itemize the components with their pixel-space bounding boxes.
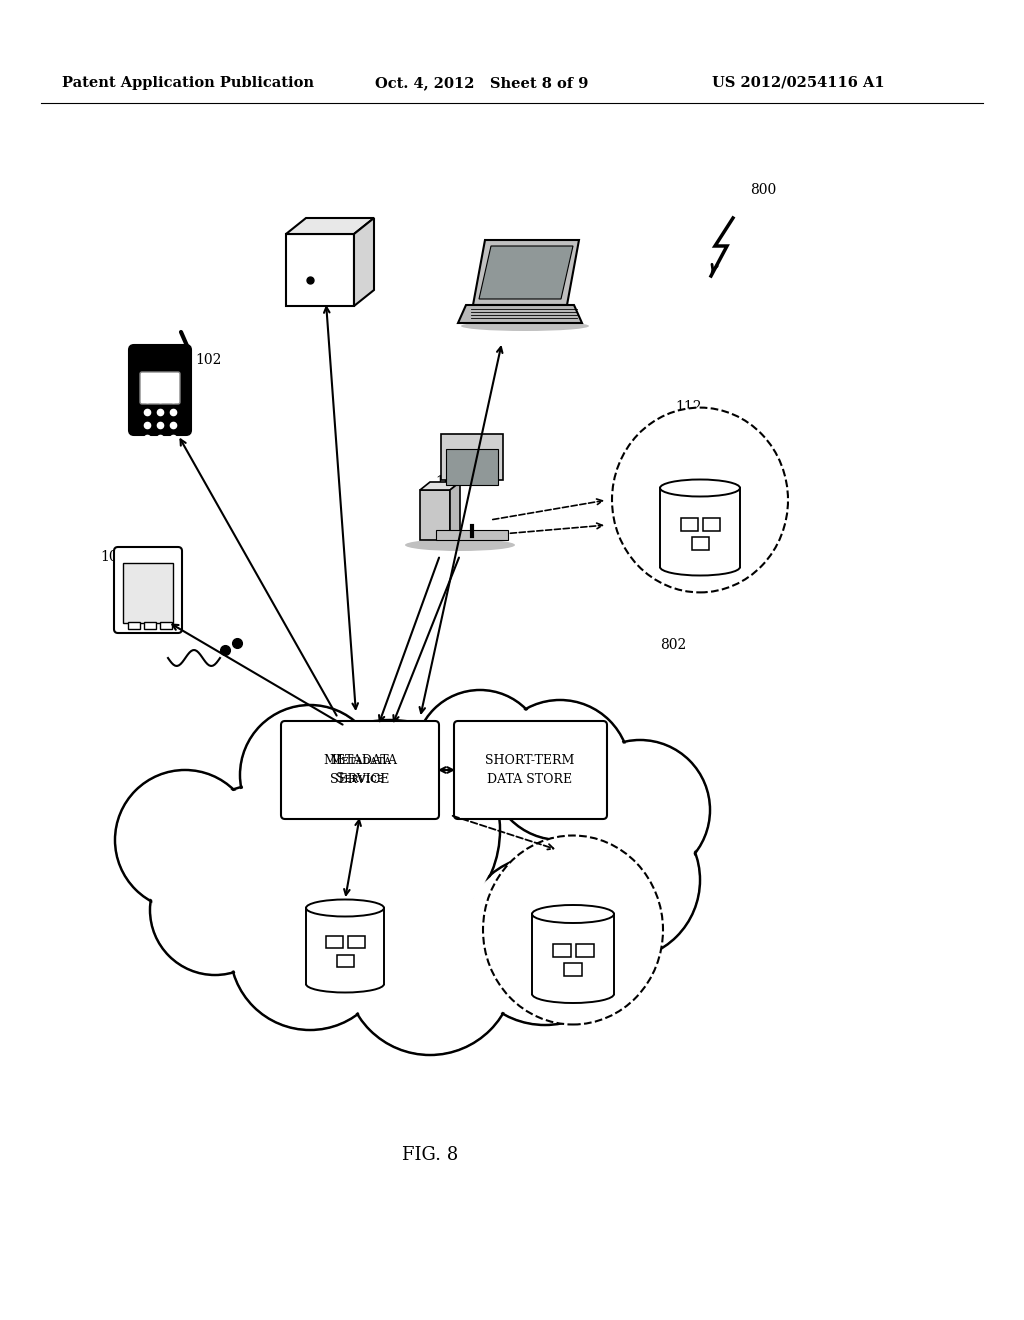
Text: 102: 102: [195, 352, 221, 367]
Polygon shape: [420, 482, 460, 490]
Bar: [337, 954, 354, 968]
Circle shape: [231, 871, 388, 1028]
Circle shape: [282, 722, 499, 939]
Text: 126: 126: [607, 783, 634, 797]
Text: 802: 802: [660, 638, 686, 652]
Circle shape: [152, 847, 279, 973]
Text: 124: 124: [437, 744, 464, 759]
Bar: [326, 936, 343, 948]
Ellipse shape: [660, 479, 740, 496]
Circle shape: [570, 741, 710, 880]
Text: 118: 118: [578, 975, 604, 989]
Bar: [692, 537, 709, 550]
Text: Mᴇᴛᴀᴅᴀᴛᴀ
Sᴇʀᴠɪᴄᴇ: Mᴇᴛᴀᴅᴀᴛᴀ Sᴇʀᴠɪᴄᴇ: [329, 755, 391, 785]
Bar: [703, 517, 720, 531]
Text: 114: 114: [738, 506, 765, 519]
Circle shape: [460, 855, 630, 1026]
Circle shape: [115, 770, 255, 909]
FancyBboxPatch shape: [281, 721, 439, 818]
Text: 106: 106: [435, 475, 462, 488]
Circle shape: [490, 700, 630, 840]
Polygon shape: [450, 482, 460, 540]
Text: 800: 800: [750, 183, 776, 197]
Polygon shape: [286, 218, 374, 234]
Bar: [286, 234, 354, 306]
Ellipse shape: [406, 539, 515, 550]
Circle shape: [175, 785, 345, 954]
Text: 104: 104: [100, 550, 127, 564]
Circle shape: [571, 742, 709, 878]
Circle shape: [242, 706, 378, 843]
Bar: [441, 434, 503, 480]
Circle shape: [347, 887, 513, 1053]
Text: Patent Application Publication: Patent Application Publication: [62, 77, 314, 90]
Polygon shape: [354, 218, 374, 306]
Bar: [564, 964, 582, 975]
Bar: [446, 449, 498, 484]
FancyBboxPatch shape: [114, 546, 182, 634]
Bar: [660, 488, 740, 568]
Text: METADATA
SERVICE: METADATA SERVICE: [323, 754, 397, 785]
Text: SHORT-TERM
DATA STORE: SHORT-TERM DATA STORE: [485, 754, 574, 785]
Polygon shape: [473, 240, 579, 305]
FancyBboxPatch shape: [140, 372, 180, 404]
Bar: [681, 517, 698, 531]
Bar: [128, 622, 140, 630]
FancyBboxPatch shape: [454, 721, 607, 818]
Text: 110: 110: [348, 231, 375, 246]
Ellipse shape: [306, 899, 384, 916]
Circle shape: [542, 801, 698, 958]
Text: US 2012/0254116 A1: US 2012/0254116 A1: [712, 77, 885, 90]
Bar: [420, 490, 450, 540]
Circle shape: [230, 870, 390, 1030]
Ellipse shape: [612, 408, 788, 593]
Text: Oct. 4, 2012   Sheet 8 of 9: Oct. 4, 2012 Sheet 8 of 9: [375, 77, 589, 90]
Text: 804: 804: [351, 888, 378, 902]
Polygon shape: [479, 246, 573, 300]
Ellipse shape: [532, 906, 614, 923]
Bar: [144, 622, 156, 630]
FancyBboxPatch shape: [123, 564, 173, 623]
Bar: [348, 936, 365, 948]
Bar: [575, 944, 594, 957]
Ellipse shape: [483, 836, 663, 1024]
Ellipse shape: [461, 321, 589, 331]
Circle shape: [117, 772, 253, 908]
Circle shape: [150, 845, 280, 975]
Bar: [553, 944, 571, 957]
Circle shape: [462, 857, 628, 1023]
Bar: [160, 622, 172, 630]
Circle shape: [240, 705, 380, 845]
Polygon shape: [458, 305, 582, 323]
Circle shape: [177, 787, 343, 953]
Text: FIG. 8: FIG. 8: [401, 1146, 458, 1164]
Circle shape: [492, 702, 628, 838]
Circle shape: [417, 692, 543, 818]
Circle shape: [415, 690, 545, 820]
Circle shape: [540, 800, 700, 960]
Text: 116: 116: [578, 958, 604, 972]
Circle shape: [345, 884, 515, 1055]
FancyBboxPatch shape: [129, 345, 191, 436]
Bar: [436, 531, 508, 540]
Text: 112: 112: [675, 400, 701, 414]
Circle shape: [280, 719, 500, 940]
Bar: [306, 909, 384, 983]
Bar: [532, 913, 614, 994]
Text: 804: 804: [323, 954, 349, 969]
Text: 108: 108: [508, 263, 535, 277]
